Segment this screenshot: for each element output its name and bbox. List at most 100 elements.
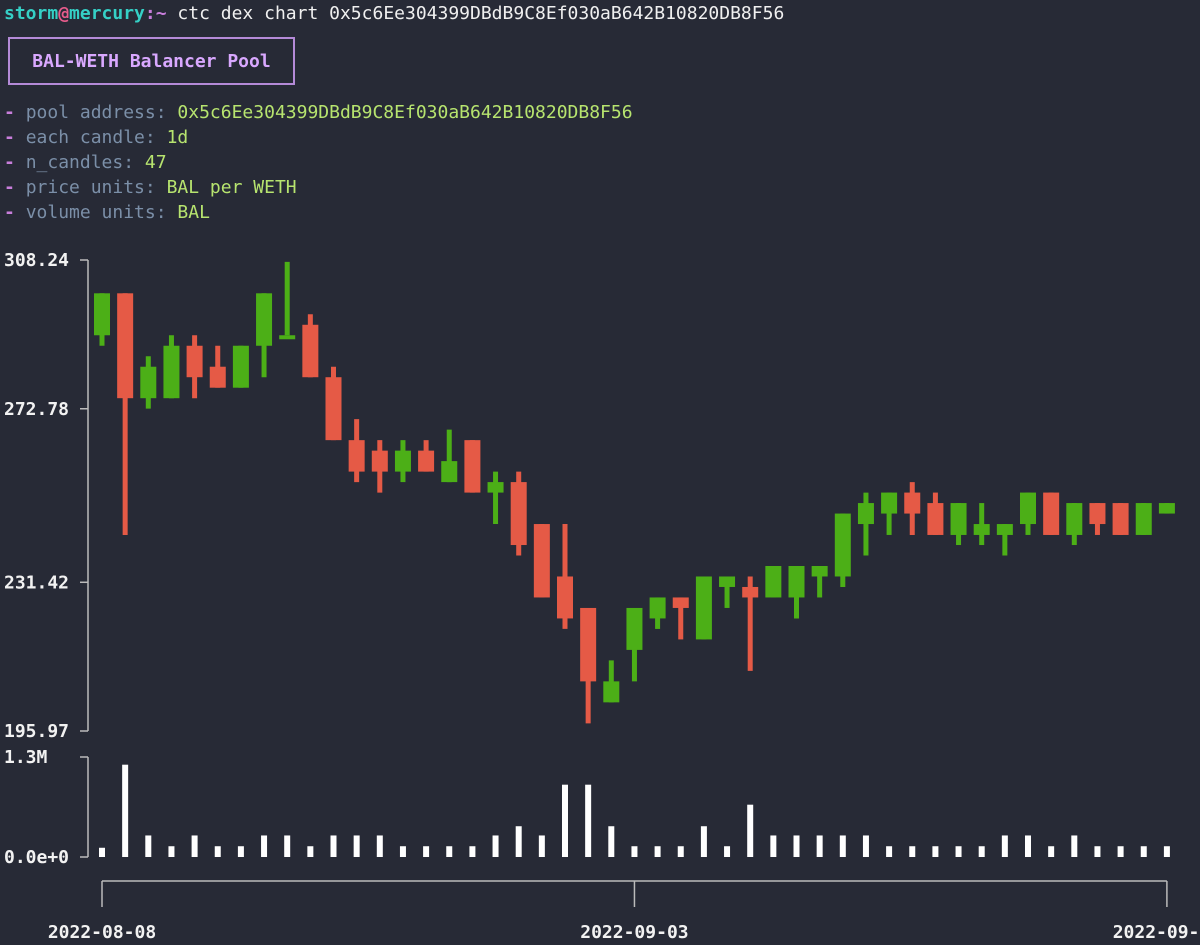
volume-bar <box>562 784 568 857</box>
x-tick-label: 2022-08-08 <box>48 922 156 943</box>
candle-body <box>742 586 759 598</box>
meta-key: volume units: <box>25 202 178 223</box>
volume-bar <box>446 846 453 857</box>
volume-tick-label: 0.0e+0 <box>4 847 69 868</box>
volume-bar <box>677 846 684 857</box>
candle-body <box>487 482 504 493</box>
meta-value: 47 <box>144 152 167 173</box>
price-tick-label: 272.78 <box>4 399 69 420</box>
volume-bar <box>700 826 707 857</box>
candle-body <box>348 440 365 472</box>
candle-body <box>394 450 411 472</box>
volume-bar <box>747 804 754 857</box>
volume-tick-label: 1.3M <box>4 747 48 768</box>
volume-bar <box>1094 846 1101 857</box>
candle-body <box>557 576 573 619</box>
candle-body <box>94 293 110 336</box>
volume-bar <box>122 764 129 857</box>
volume-bar <box>1025 835 1031 857</box>
candle-body <box>580 607 597 682</box>
volume-bar <box>770 835 777 857</box>
candle-body <box>719 576 736 587</box>
candle-body <box>1135 503 1152 535</box>
volume-bar <box>469 846 476 857</box>
candle-body <box>881 492 898 514</box>
price-tick-label: 308.24 <box>4 250 69 271</box>
candle-body <box>279 335 296 340</box>
candle-body <box>857 503 874 525</box>
candle-body <box>510 482 527 546</box>
volume-bar <box>839 835 846 857</box>
volume-bar <box>631 846 638 857</box>
volume-bar <box>191 835 198 857</box>
candle-body <box>117 293 134 399</box>
candle-body <box>256 293 273 346</box>
terminal-prompt: storm@mercury:~ ctc dex chart 0x5c6Ee304… <box>4 3 784 24</box>
candle-body <box>788 566 805 598</box>
volume-bar <box>862 835 869 857</box>
volume-bar <box>145 835 152 857</box>
volume-bar <box>284 835 291 857</box>
volume-bar <box>978 846 985 857</box>
meta-value: 1d <box>166 127 189 148</box>
candle-body <box>973 524 990 535</box>
volume-bar <box>585 784 592 857</box>
candle-body <box>418 450 435 472</box>
volume-bar <box>932 846 939 857</box>
volume-bar <box>214 846 221 857</box>
volume-bar <box>816 835 823 857</box>
candle-body <box>1066 503 1083 535</box>
volume-bar <box>909 846 916 857</box>
candle-body <box>996 524 1013 535</box>
candle-body <box>1112 503 1129 535</box>
meta-dash: - <box>4 177 26 198</box>
candle-body <box>302 324 319 378</box>
candle-body <box>950 503 967 535</box>
meta-key: price units: <box>25 177 167 198</box>
meta-key: n_candles: <box>25 152 145 173</box>
meta-value: 0x5c6Ee304399DBdB9C8Ef030aB642B10820DB8F… <box>177 102 633 123</box>
candle-body <box>140 366 157 399</box>
volume-bar <box>1163 846 1170 857</box>
candle-body <box>904 492 921 514</box>
candle-body <box>672 597 689 608</box>
candle-body <box>232 345 249 388</box>
candle-body <box>834 513 851 577</box>
volume-bar <box>492 835 499 857</box>
prompt-host: mercury <box>69 3 145 24</box>
candle-body <box>1043 492 1060 535</box>
volume-bar <box>515 826 522 857</box>
meta-dash: - <box>4 152 26 173</box>
candle-body <box>603 681 620 703</box>
price-tick-label: 231.42 <box>4 572 69 593</box>
volume-bar <box>1117 846 1124 857</box>
x-tick-label: 2022-09-03 <box>580 922 688 943</box>
candle-body <box>626 607 643 650</box>
candle-body <box>1158 503 1175 514</box>
volume-bar <box>168 846 175 857</box>
x-tick-label: 2022-09-29 <box>1113 922 1200 943</box>
pool-title: BAL-WETH Balancer Pool <box>32 50 271 72</box>
prompt-command: ctc dex chart 0x5c6Ee304399DBdB9C8Ef030a… <box>166 3 785 24</box>
volume-bar <box>307 846 314 857</box>
candle-body <box>371 450 388 472</box>
meta-volume-units: - volume units: BAL <box>4 202 210 223</box>
volume-bar <box>353 835 360 857</box>
meta-n-candles: - n_candles: 47 <box>4 152 167 173</box>
volume-bar <box>1048 846 1055 857</box>
candle-body <box>163 345 180 399</box>
candle-body <box>464 440 481 493</box>
volume-bar <box>423 846 430 857</box>
candle-body <box>325 377 342 441</box>
meta-key: pool address: <box>25 102 178 123</box>
candle-body <box>649 597 666 619</box>
volume-bar <box>793 835 800 857</box>
volume-bar <box>608 826 615 857</box>
meta-dash: - <box>4 102 26 123</box>
meta-key: each candle: <box>25 127 167 148</box>
prompt-user: storm <box>4 3 59 24</box>
candle-body <box>927 503 944 535</box>
volume-bar <box>1071 835 1078 857</box>
pool-title-box: BAL-WETH Balancer Pool <box>8 37 295 85</box>
